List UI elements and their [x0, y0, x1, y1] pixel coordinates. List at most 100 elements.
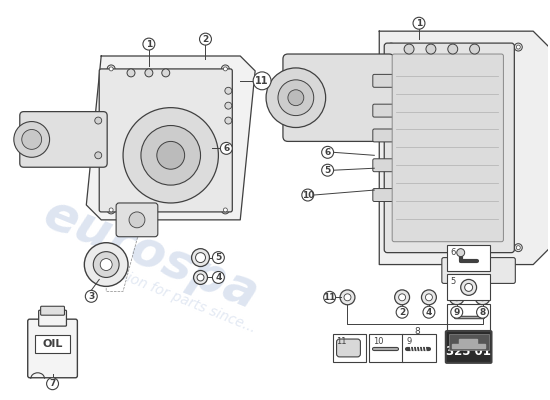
Circle shape [465, 284, 472, 291]
FancyBboxPatch shape [447, 304, 491, 330]
Circle shape [225, 117, 232, 124]
Circle shape [323, 291, 336, 303]
FancyBboxPatch shape [28, 319, 78, 378]
Circle shape [212, 272, 224, 284]
Circle shape [141, 126, 201, 185]
FancyBboxPatch shape [446, 331, 492, 363]
Circle shape [107, 65, 115, 73]
Text: 6: 6 [223, 144, 229, 153]
Circle shape [421, 290, 436, 305]
Circle shape [221, 206, 229, 214]
Text: 9: 9 [454, 308, 460, 317]
Circle shape [225, 87, 232, 94]
Circle shape [395, 290, 410, 305]
Text: 9: 9 [406, 337, 411, 346]
Circle shape [223, 67, 227, 71]
Circle shape [107, 206, 115, 214]
Circle shape [194, 270, 207, 284]
Text: 4: 4 [426, 308, 432, 317]
Circle shape [404, 44, 414, 54]
Circle shape [387, 244, 395, 252]
FancyBboxPatch shape [373, 74, 394, 87]
Text: 6: 6 [324, 148, 331, 157]
FancyBboxPatch shape [449, 334, 488, 350]
Circle shape [461, 280, 477, 295]
Circle shape [221, 142, 232, 154]
Circle shape [514, 244, 522, 252]
Text: 5: 5 [451, 278, 456, 286]
Circle shape [253, 72, 271, 90]
Circle shape [95, 117, 102, 124]
Circle shape [389, 246, 393, 250]
Circle shape [423, 306, 435, 318]
FancyBboxPatch shape [283, 54, 394, 142]
Circle shape [14, 122, 50, 157]
Text: 3: 3 [88, 292, 95, 301]
Circle shape [129, 212, 145, 228]
Circle shape [399, 294, 405, 301]
Circle shape [84, 243, 128, 286]
Text: 2: 2 [399, 308, 405, 317]
FancyBboxPatch shape [116, 203, 158, 237]
Circle shape [123, 108, 218, 203]
Circle shape [453, 294, 460, 301]
Circle shape [127, 69, 135, 77]
Circle shape [221, 65, 229, 73]
Text: 7: 7 [50, 379, 56, 388]
Circle shape [47, 378, 58, 390]
FancyBboxPatch shape [373, 159, 394, 172]
Text: 1: 1 [416, 19, 422, 28]
Circle shape [302, 189, 314, 201]
Circle shape [95, 152, 102, 159]
Circle shape [109, 208, 113, 212]
Text: a passion for parts since...: a passion for parts since... [84, 254, 258, 335]
Circle shape [387, 43, 395, 51]
FancyBboxPatch shape [337, 339, 360, 357]
Text: 8: 8 [414, 327, 420, 336]
Circle shape [278, 80, 314, 116]
FancyBboxPatch shape [373, 129, 394, 142]
Circle shape [143, 38, 155, 50]
Circle shape [223, 208, 227, 212]
Circle shape [196, 253, 206, 262]
Circle shape [340, 290, 355, 305]
FancyBboxPatch shape [99, 69, 232, 212]
Circle shape [100, 258, 112, 270]
Circle shape [225, 102, 232, 109]
Circle shape [197, 274, 204, 281]
Circle shape [322, 164, 334, 176]
Circle shape [451, 306, 463, 318]
Circle shape [109, 67, 113, 71]
Polygon shape [86, 56, 255, 220]
FancyBboxPatch shape [41, 306, 64, 315]
Circle shape [22, 130, 42, 149]
Circle shape [212, 252, 224, 264]
Circle shape [448, 44, 458, 54]
Circle shape [475, 290, 490, 305]
FancyBboxPatch shape [373, 104, 394, 117]
Circle shape [94, 252, 119, 278]
Text: 325 01: 325 01 [446, 346, 491, 358]
FancyBboxPatch shape [39, 310, 67, 326]
Text: 1: 1 [146, 40, 152, 48]
Circle shape [479, 294, 486, 301]
Circle shape [162, 69, 170, 77]
Text: 4: 4 [215, 273, 222, 282]
Circle shape [200, 33, 211, 45]
Circle shape [344, 294, 351, 301]
Text: 5: 5 [215, 253, 222, 262]
Text: 2: 2 [202, 35, 208, 44]
FancyBboxPatch shape [373, 188, 394, 202]
Text: 10: 10 [373, 337, 384, 346]
Circle shape [145, 69, 153, 77]
FancyBboxPatch shape [392, 54, 503, 242]
Circle shape [456, 249, 465, 257]
Text: eurospa: eurospa [36, 190, 266, 320]
FancyBboxPatch shape [402, 334, 436, 362]
Circle shape [389, 45, 393, 49]
Circle shape [426, 294, 432, 301]
Circle shape [396, 306, 408, 318]
FancyBboxPatch shape [20, 112, 107, 167]
Text: 5: 5 [324, 166, 331, 175]
Circle shape [288, 90, 304, 106]
